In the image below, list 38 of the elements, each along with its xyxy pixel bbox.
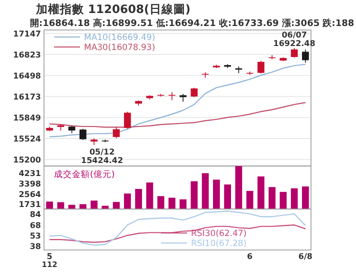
y-axis-title: 成交金額(億元) — [54, 169, 115, 180]
y-tick-label: 16823 — [13, 50, 41, 60]
y-tick-label: 4231 — [18, 169, 42, 178]
y-tick-label: 84 — [30, 210, 42, 219]
candlestick — [124, 111, 131, 129]
y-tick-label: 15849 — [13, 113, 42, 122]
y-tick-label: 1731 — [18, 200, 42, 210]
y-tick-label: 68 — [30, 220, 42, 230]
candlestick — [79, 128, 86, 140]
line-series — [49, 64, 306, 138]
y-tick-label: 2564 — [18, 190, 42, 199]
annotation: 06/07 — [282, 30, 307, 40]
x-tick-label: 5 — [46, 252, 53, 261]
y-tick-label: 38 — [30, 242, 42, 251]
y-tick-label: 15524 — [13, 134, 42, 144]
candlestick — [302, 49, 309, 64]
y-tick-label: 53 — [30, 231, 41, 240]
y-tick-label: 3398 — [18, 179, 42, 188]
chart-title: 加權指數 1120608(日線圖) — [35, 2, 191, 16]
y-tick-label: 16498 — [13, 71, 42, 80]
line-series — [49, 210, 306, 246]
legend-label: RSI30(62.47) — [191, 229, 247, 239]
annotation: 05/12 — [89, 147, 115, 156]
candlestick — [112, 126, 120, 139]
y-tick-label: 17147 — [13, 29, 41, 38]
annotation: 15424.42 — [81, 156, 124, 165]
annotation: 16922.48 — [273, 38, 316, 48]
candlestick — [190, 87, 198, 98]
legend-label: MA30(16078.93) — [84, 43, 156, 53]
y-tick-label: 16173 — [13, 92, 41, 102]
x-tick-label: 6 — [247, 252, 254, 261]
chart-subtitle: 開:16864.18 高:16899.51 低:16694.21 收:16733.69 漲:3065 跌:188 — [30, 18, 354, 29]
legend-label: RSI10(67.28) — [191, 239, 247, 249]
candlestick — [290, 48, 298, 58]
y-tick-label: 15200 — [13, 156, 42, 165]
x-tick-label: 6/8 — [298, 252, 313, 261]
candlestick — [257, 60, 264, 74]
legend-label: MA10(16669.49) — [84, 33, 156, 43]
